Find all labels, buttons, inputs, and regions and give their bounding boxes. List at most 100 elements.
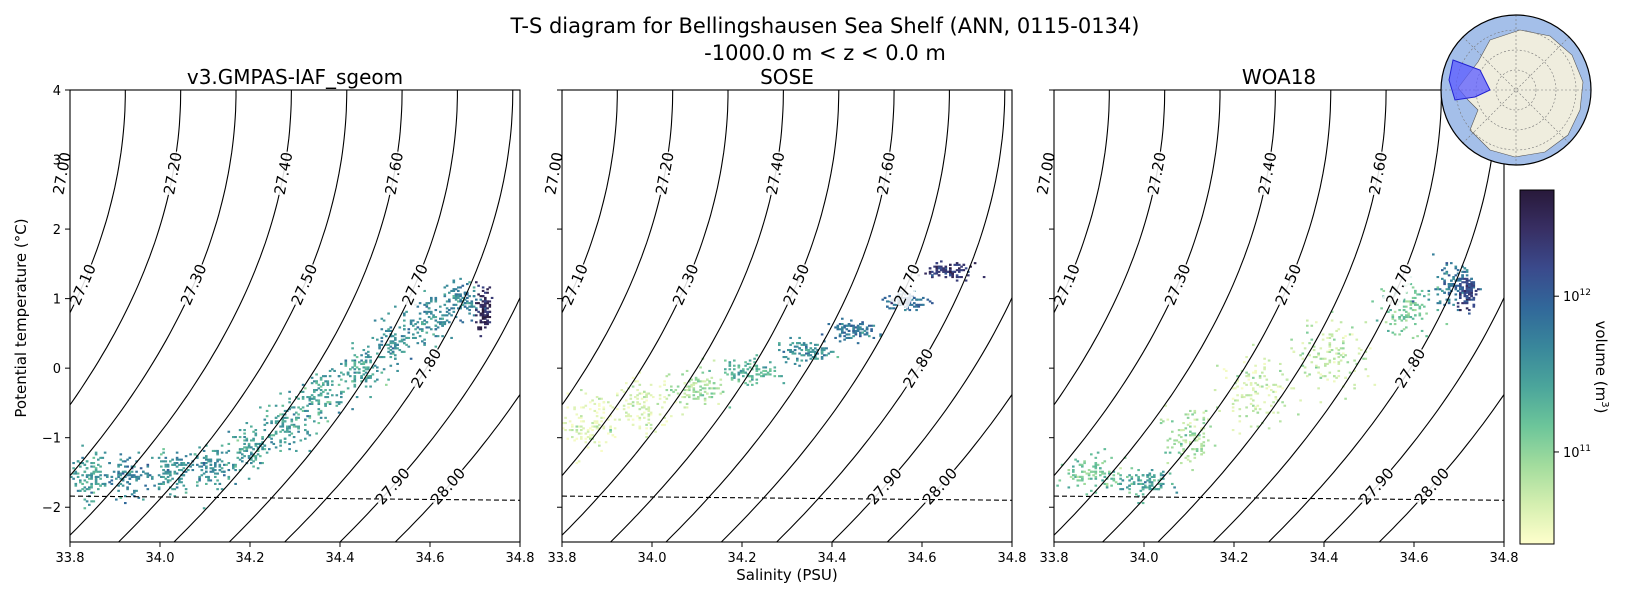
heatmap-cell bbox=[676, 385, 680, 388]
panel-title: v3.GMPAS-IAF_sgeom bbox=[187, 65, 403, 89]
heatmap-cell bbox=[562, 422, 565, 425]
heatmap-cell bbox=[582, 427, 585, 430]
heatmap-cell bbox=[1328, 349, 1332, 352]
heatmap-cell bbox=[90, 474, 93, 477]
heatmap-cell bbox=[92, 472, 96, 475]
heatmap-cell bbox=[1465, 277, 1469, 280]
heatmap-cell bbox=[90, 482, 93, 485]
heatmap-cell bbox=[216, 479, 219, 482]
heatmap-cell bbox=[1418, 314, 1422, 317]
heatmap-cell bbox=[360, 359, 363, 362]
heatmap-cell bbox=[423, 303, 426, 306]
heatmap-cell bbox=[1306, 331, 1309, 334]
heatmap-cell bbox=[1436, 302, 1440, 305]
heatmap-cell bbox=[708, 396, 711, 399]
heatmap-cell bbox=[382, 356, 386, 359]
heatmap-cell bbox=[751, 378, 754, 381]
heatmap-cell bbox=[484, 317, 487, 320]
heatmap-cell bbox=[457, 296, 460, 299]
heatmap-cell bbox=[724, 371, 727, 374]
heatmap-cell bbox=[580, 432, 583, 435]
heatmap-cell bbox=[130, 493, 134, 496]
heatmap-cell bbox=[477, 328, 480, 331]
heatmap-cell bbox=[292, 406, 296, 409]
heatmap-cell bbox=[798, 336, 801, 339]
heatmap-cell bbox=[394, 342, 397, 345]
heatmap-cell bbox=[1461, 291, 1464, 294]
heatmap-cell bbox=[326, 401, 330, 404]
heatmap-cell bbox=[764, 366, 768, 369]
heatmap-cell bbox=[886, 305, 889, 308]
heatmap-cell bbox=[1184, 456, 1188, 459]
heatmap-cell bbox=[841, 317, 844, 320]
heatmap-cell bbox=[602, 408, 606, 411]
density-contours bbox=[562, 90, 1012, 542]
heatmap-cell bbox=[843, 331, 846, 334]
heatmap-cell bbox=[322, 383, 325, 386]
heatmap-cell bbox=[1256, 404, 1260, 407]
heatmap-cell bbox=[1391, 316, 1395, 319]
heatmap-cell bbox=[166, 475, 170, 478]
heatmap-cell bbox=[647, 418, 651, 421]
heatmap-cell bbox=[1252, 387, 1255, 390]
heatmap-cell bbox=[1303, 366, 1307, 369]
heatmap-cell bbox=[658, 385, 662, 388]
heatmap-cell bbox=[481, 307, 485, 310]
heatmap-cell bbox=[951, 272, 954, 275]
heatmap-cell bbox=[1137, 479, 1140, 482]
heatmap-cell bbox=[688, 394, 691, 397]
heatmap-cell bbox=[373, 380, 377, 383]
heatmap-cell bbox=[845, 328, 849, 331]
heatmap-cell bbox=[814, 356, 817, 359]
heatmap-cell bbox=[595, 422, 599, 425]
heatmap-cell bbox=[180, 477, 183, 480]
heatmap-cell bbox=[308, 402, 312, 405]
heatmap-cell bbox=[859, 331, 862, 334]
heatmap-cell bbox=[573, 408, 576, 411]
contour-label-bg bbox=[269, 149, 298, 197]
heatmap-cell bbox=[1173, 442, 1176, 445]
heatmap-cell bbox=[391, 340, 395, 343]
heatmap-cell bbox=[883, 296, 887, 299]
heatmap-cell bbox=[130, 470, 134, 473]
heatmap-cell bbox=[151, 477, 154, 480]
heatmap-cell bbox=[81, 488, 84, 491]
heatmap-cell bbox=[335, 404, 339, 407]
heatmap-cell bbox=[79, 479, 82, 482]
heatmap-cell bbox=[685, 402, 689, 405]
heatmap-cell bbox=[1333, 361, 1336, 364]
colorbar-tick-label: 1012 bbox=[1563, 288, 1591, 305]
panel-title: WOA18 bbox=[1242, 65, 1316, 89]
heatmap-cell bbox=[288, 390, 291, 393]
heatmap-cell bbox=[1414, 323, 1417, 326]
heatmap-cell bbox=[778, 342, 781, 345]
heatmap-cell bbox=[1416, 335, 1419, 338]
heatmap-cell bbox=[706, 378, 709, 381]
heatmap-cell bbox=[283, 416, 287, 419]
heatmap-cell bbox=[207, 479, 210, 482]
heatmap-cell bbox=[694, 397, 698, 400]
heatmap-cell bbox=[484, 302, 487, 305]
heatmap-cell bbox=[479, 298, 483, 301]
heatmap-cell bbox=[1321, 333, 1325, 336]
heatmap-cell bbox=[175, 451, 179, 454]
heatmap-cell bbox=[591, 399, 594, 402]
heatmap-cell bbox=[742, 369, 745, 372]
heatmap-cell bbox=[396, 369, 399, 372]
heatmap-cell bbox=[484, 323, 487, 326]
heatmap-cell bbox=[793, 362, 797, 365]
heatmap-cell bbox=[362, 361, 366, 364]
heatmap-cell bbox=[394, 338, 397, 341]
heatmap-cell bbox=[1247, 375, 1251, 378]
heatmap-cell bbox=[728, 361, 732, 364]
heatmap-cell bbox=[1186, 455, 1190, 458]
heatmap-cell bbox=[187, 469, 190, 472]
heatmap-cell bbox=[703, 397, 707, 400]
heatmap-cell bbox=[1162, 470, 1165, 473]
heatmap-cell bbox=[205, 458, 208, 461]
heatmap-cell bbox=[733, 375, 736, 378]
heatmap-cell bbox=[479, 312, 483, 315]
heatmap-cell bbox=[76, 489, 80, 492]
heatmap-cell bbox=[279, 439, 282, 442]
heatmap-cell bbox=[699, 389, 702, 392]
